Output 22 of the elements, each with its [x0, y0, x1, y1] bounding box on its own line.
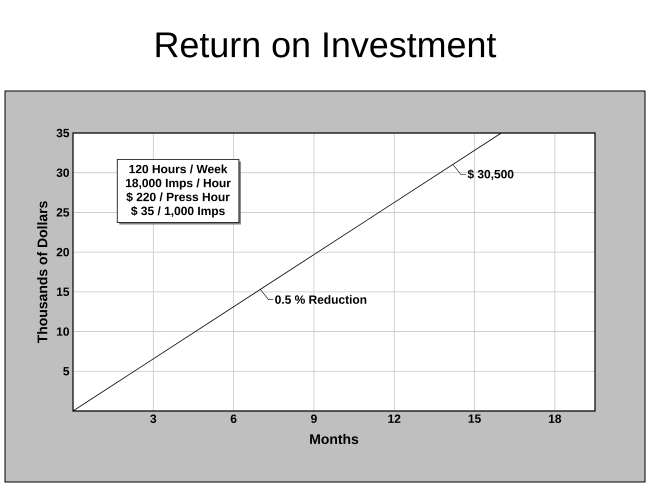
- x-tick-label: 12: [388, 414, 400, 423]
- x-tick-label: 18: [548, 414, 562, 423]
- y-tick-label: 20: [56, 248, 69, 256]
- annotation: 120 Hours / Week: [129, 164, 228, 174]
- chart-title: Return on Investment: [156, 32, 496, 58]
- annotation: 0.5 % Reduction: [275, 295, 366, 304]
- y-tick-label: 30: [56, 168, 69, 177]
- y-tick-label: 10: [56, 327, 69, 336]
- annotation: $ 220 / Press Hour: [126, 192, 230, 202]
- annotation: $ 35 / 1,000 Imps: [131, 206, 225, 218]
- annotation: 18,000 Imps / Hour: [126, 178, 231, 190]
- y-tick-label: 35: [56, 128, 70, 138]
- annotation: $ 30,500: [468, 169, 514, 180]
- y-tick-label: 25: [56, 208, 70, 217]
- y-tick-label: 5: [63, 367, 70, 376]
- y-tick-label: 15: [56, 288, 70, 296]
- x-tick-label: 9: [311, 414, 317, 423]
- x-tick-label: 15: [468, 414, 481, 423]
- x-axis-title: Months: [310, 434, 358, 444]
- x-tick-label: 6: [230, 414, 237, 423]
- y-axis-title: Thousands of Dollars: [37, 201, 48, 344]
- x-tick-label: 3: [150, 414, 156, 423]
